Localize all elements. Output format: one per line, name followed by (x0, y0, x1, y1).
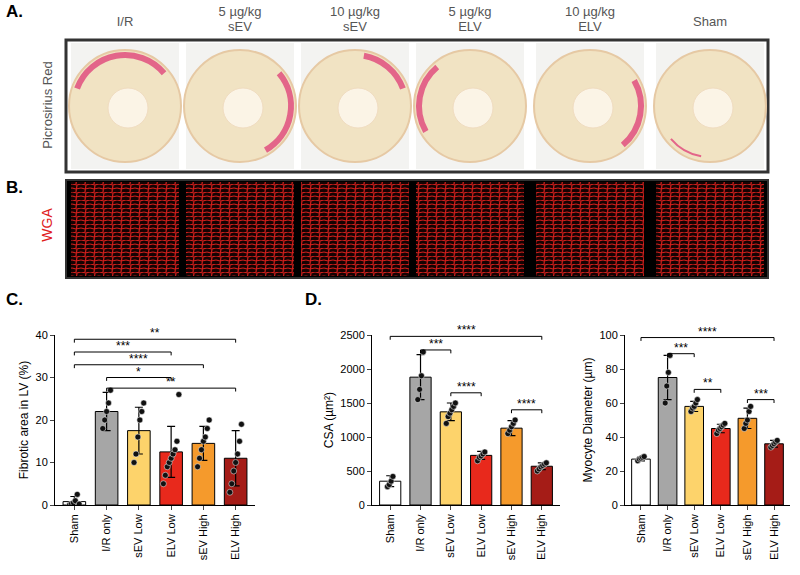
svg-text:I/R only: I/R only (661, 514, 673, 552)
svg-text:ELV Low: ELV Low (714, 514, 726, 557)
svg-text:****: **** (517, 397, 536, 411)
svg-text:Sham: Sham (384, 514, 396, 543)
svg-text:0: 0 (42, 499, 48, 511)
svg-text:1000: 1000 (340, 431, 364, 443)
svg-text:Sham: Sham (635, 514, 647, 543)
svg-text:WGA: WGA (39, 208, 55, 242)
svg-text:****: **** (129, 352, 148, 366)
svg-text:ELV High: ELV High (535, 514, 547, 560)
svg-text:20: 20 (606, 465, 618, 477)
html-text:D.: D. (305, 290, 322, 309)
svg-text:Sham: Sham (693, 14, 727, 29)
svg-text:***: *** (754, 387, 768, 401)
svg-text:2500: 2500 (340, 329, 364, 341)
svg-text:ELV Low: ELV Low (475, 514, 487, 557)
svg-text:10 µg/kgsEV: 10 µg/kgsEV (330, 4, 380, 34)
svg-text:***: *** (674, 341, 688, 355)
svg-text:**: ** (166, 375, 176, 389)
svg-text:sEV Low: sEV Low (688, 514, 700, 557)
svg-text:ELV High: ELV High (768, 514, 780, 560)
svg-text:2000: 2000 (340, 363, 364, 375)
svg-text:1500: 1500 (340, 397, 364, 409)
html-text:C.: C. (6, 290, 23, 309)
svg-text:sEV High: sEV High (197, 514, 209, 560)
svg-text:***: *** (116, 339, 130, 353)
svg-text:80: 80 (606, 363, 618, 375)
svg-text:CSA (µm²): CSA (µm²) (322, 392, 336, 448)
svg-text:****: **** (698, 325, 717, 339)
svg-text:sEV Low: sEV Low (444, 514, 456, 557)
svg-text:ELV Low: ELV Low (165, 514, 177, 557)
svg-text:0: 0 (612, 499, 618, 511)
svg-text:sEV High: sEV High (505, 514, 517, 560)
html-text:B.: B. (6, 178, 23, 197)
svg-text:sEV High: sEV High (741, 514, 753, 560)
svg-text:****: **** (457, 380, 476, 394)
svg-text:500: 500 (346, 465, 364, 477)
svg-text:Sham: Sham (68, 514, 80, 543)
svg-text:Myocyte Diameter (µm): Myocyte Diameter (µm) (581, 358, 595, 483)
svg-text:**: ** (150, 326, 160, 340)
svg-text:100: 100 (599, 329, 617, 341)
svg-text:10: 10 (36, 456, 48, 468)
svg-text:60: 60 (606, 397, 618, 409)
svg-text:5 µg/kgsEV: 5 µg/kgsEV (219, 4, 262, 34)
svg-text:I/R only: I/R only (100, 514, 112, 552)
html-text:A.: A. (6, 2, 23, 21)
svg-text:40: 40 (606, 431, 618, 443)
svg-text:30: 30 (36, 371, 48, 383)
svg-text:5 µg/kgELV: 5 µg/kgELV (449, 4, 492, 34)
svg-text:sEV Low: sEV Low (132, 514, 144, 557)
svg-text:40: 40 (36, 329, 48, 341)
svg-text:*: * (136, 365, 141, 379)
svg-text:10 µg/kgELV: 10 µg/kgELV (565, 4, 615, 34)
svg-text:I/R: I/R (117, 14, 134, 29)
svg-text:ELV High: ELV High (229, 514, 241, 560)
svg-text:I/R only: I/R only (414, 514, 426, 552)
svg-text:****: **** (457, 323, 476, 337)
svg-text:0: 0 (359, 499, 365, 511)
svg-text:Fibrotic area in LV (%): Fibrotic area in LV (%) (17, 361, 31, 479)
svg-text:**: ** (703, 376, 713, 390)
svg-text:Picrosirius Red: Picrosirius Red (40, 61, 55, 148)
svg-text:20: 20 (36, 414, 48, 426)
svg-text:***: *** (429, 337, 443, 351)
